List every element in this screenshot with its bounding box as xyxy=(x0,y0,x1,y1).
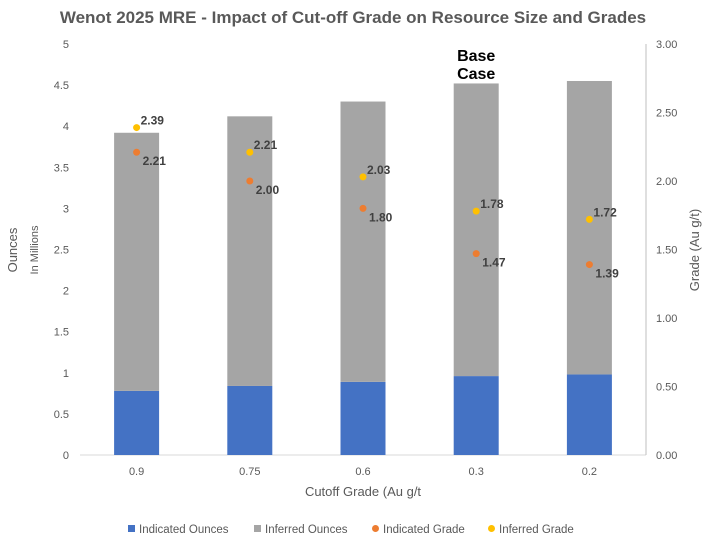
bar-inferred-ounces xyxy=(566,80,612,375)
y2-tick-label: 2.50 xyxy=(656,108,677,120)
legend-swatch-inferred-ounces xyxy=(254,525,261,532)
right-axis-ticks: 0.00 0.50 1.00 1.50 2.00 2.50 3.00 xyxy=(656,39,677,462)
bar-indicated-ounces xyxy=(340,381,386,455)
y-tick-label: 4 xyxy=(63,121,69,133)
y-tick-label: 2.5 xyxy=(54,245,69,257)
bar-inferred-ounces xyxy=(227,116,273,386)
point-inferred-grade xyxy=(133,124,141,132)
y2-tick-label: 1.00 xyxy=(656,313,677,325)
y-tick-label: 2 xyxy=(63,286,69,298)
x-tick-label: 0.75 xyxy=(239,466,260,478)
base-case-annotation-line-2: Case xyxy=(457,66,495,83)
bar-inferred-ounces xyxy=(453,83,499,377)
y-tick-label: 3.5 xyxy=(54,162,69,174)
y-tick-label: 4.5 xyxy=(54,80,69,92)
legend-swatch-indicated-grade xyxy=(372,525,379,532)
legend-label-inferred-ounces: Inferred Ounces xyxy=(265,524,348,536)
bar-indicated-ounces xyxy=(566,374,612,455)
legend-label-indicated-ounces: Indicated Ounces xyxy=(139,524,229,536)
x-tick-label: 0.2 xyxy=(582,466,597,478)
point-inferred-grade xyxy=(585,215,593,223)
y-tick-label: 1 xyxy=(63,368,69,380)
data-label-indicated-grade: 2.00 xyxy=(256,183,280,197)
point-indicated-grade xyxy=(246,177,254,185)
point-inferred-grade xyxy=(472,207,480,215)
data-label-indicated-grade: 1.47 xyxy=(482,256,506,270)
point-indicated-grade xyxy=(472,250,480,258)
legend-swatch-inferred-grade xyxy=(488,525,495,532)
legend-label-inferred-grade: Inferred Grade xyxy=(499,524,574,536)
y-tick-label: 0 xyxy=(63,450,69,462)
bar-indicated-ounces xyxy=(453,376,499,455)
legend-swatch-indicated-ounces xyxy=(128,525,135,532)
y-axis-subtitle: In Millions xyxy=(29,225,41,274)
y-tick-label: 0.5 xyxy=(54,409,69,421)
data-label-inferred-grade: 2.03 xyxy=(367,163,391,177)
legend: Indicated Ounces Inferred Ounces Indicated… xyxy=(128,524,574,536)
data-label-inferred-grade: 2.21 xyxy=(254,138,278,152)
point-inferred-grade xyxy=(359,173,367,181)
y2-tick-label: 0.50 xyxy=(656,382,677,394)
y2-tick-label: 1.50 xyxy=(656,245,677,257)
x-axis-ticks: 0.9 0.75 0.6 0.3 0.2 xyxy=(129,466,597,478)
data-label-indicated-grade: 2.21 xyxy=(143,154,167,168)
point-indicated-grade xyxy=(359,204,367,212)
point-indicated-grade xyxy=(133,148,141,156)
x-tick-label: 0.9 xyxy=(129,466,144,478)
point-inferred-grade xyxy=(246,148,254,156)
data-label-inferred-grade: 1.72 xyxy=(593,205,617,219)
base-case-annotation-line-1: Base xyxy=(457,48,495,65)
grade-points xyxy=(133,124,593,269)
bar-inferred-ounces xyxy=(340,101,386,382)
x-tick-label: 0.6 xyxy=(355,466,370,478)
chart-title: Wenot 2025 MRE - Impact of Cut-off Grade… xyxy=(60,8,646,27)
y2-tick-label: 0.00 xyxy=(656,450,677,462)
bar-indicated-ounces xyxy=(114,390,160,455)
bar-indicated-ounces xyxy=(227,385,273,455)
bars xyxy=(114,80,612,455)
y-tick-label: 1.5 xyxy=(54,327,69,339)
left-axis-ticks: 0 0.5 1 1.5 2 2.5 3 3.5 4 4.5 5 xyxy=(54,39,69,462)
legend-label-indicated-grade: Indicated Grade xyxy=(383,524,465,536)
data-labels: 2.21 2.00 1.80 1.47 1.39 2.39 2.21 2.03 1.78 1.72 xyxy=(141,114,619,281)
y-tick-label: 5 xyxy=(63,39,69,51)
data-label-indicated-grade: 1.39 xyxy=(595,267,619,281)
point-indicated-grade xyxy=(585,261,593,269)
y-tick-label: 3 xyxy=(63,203,69,215)
x-axis-title: Cutoff Grade (Au g/t xyxy=(305,484,421,499)
y2-tick-label: 3.00 xyxy=(656,39,677,51)
y2-tick-label: 2.00 xyxy=(656,176,677,188)
data-label-indicated-grade: 1.80 xyxy=(369,210,393,224)
y-axis-title: Ounces xyxy=(5,227,20,272)
data-label-inferred-grade: 2.39 xyxy=(141,114,165,128)
data-label-inferred-grade: 1.78 xyxy=(480,197,504,211)
x-tick-label: 0.3 xyxy=(469,466,484,478)
bar-inferred-ounces xyxy=(114,132,160,391)
y2-axis-title: Grade (Au g/t) xyxy=(687,209,702,291)
